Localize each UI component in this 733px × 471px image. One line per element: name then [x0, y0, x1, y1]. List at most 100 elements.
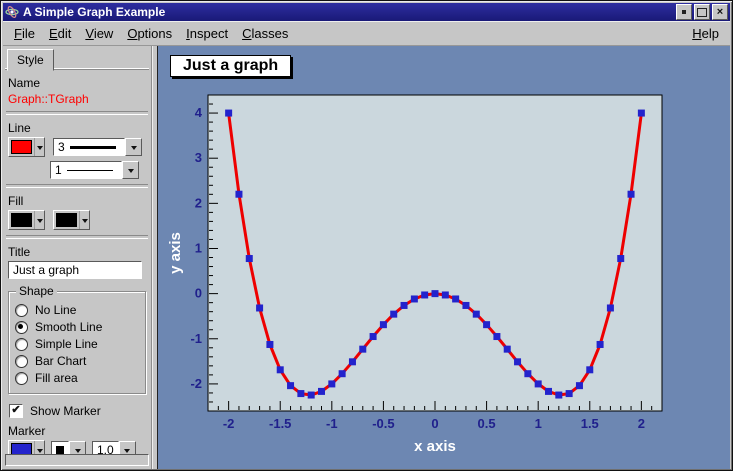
line-row: 3: [8, 137, 149, 157]
menu-classes[interactable]: Classes: [242, 25, 289, 41]
chevron-down-icon: [36, 448, 43, 456]
fill-pattern-select[interactable]: [53, 210, 90, 230]
menu-edit[interactable]: Edit: [48, 25, 72, 41]
data-marker: [245, 255, 253, 263]
y-tick-label: 4: [195, 105, 203, 120]
radio-fill-area[interactable]: Fill area: [15, 371, 141, 385]
data-marker: [338, 370, 346, 378]
radio-icon[interactable]: [15, 303, 28, 317]
graph-title-input[interactable]: [8, 261, 142, 279]
fill-pattern-arrow[interactable]: [79, 211, 89, 229]
thin-line-icon: [66, 169, 113, 171]
menu-view[interactable]: View: [85, 25, 114, 41]
tab-divider: [5, 68, 149, 70]
line-width-select[interactable]: 3: [53, 138, 142, 156]
data-marker: [586, 366, 594, 374]
thick-line-icon: [69, 145, 116, 149]
radio-no-line[interactable]: No Line: [15, 303, 141, 317]
radio-icon[interactable]: [15, 371, 28, 385]
graph-title-pave[interactable]: Just a graph: [170, 55, 292, 77]
data-marker: [359, 345, 367, 353]
data-marker: [287, 382, 295, 390]
data-marker: [318, 387, 325, 395]
radio-label: Simple Line: [35, 337, 98, 351]
radio-simple-line[interactable]: Simple Line: [15, 337, 141, 351]
panel-splitter[interactable]: [151, 46, 157, 469]
line-style-select[interactable]: 1: [50, 161, 139, 179]
data-marker: [266, 340, 274, 348]
data-marker: [617, 255, 625, 263]
line-color-select[interactable]: [8, 137, 45, 157]
maximize-button[interactable]: [694, 4, 710, 20]
plot-frame: [207, 94, 663, 412]
line-style-view: 1: [50, 161, 122, 179]
data-marker: [348, 358, 356, 366]
menu-inspect[interactable]: Inspect: [186, 25, 229, 41]
menu-file[interactable]: File: [14, 25, 35, 41]
radio-icon[interactable]: [15, 320, 28, 334]
window-title: A Simple Graph Example: [23, 5, 166, 19]
app-icon: [5, 5, 19, 19]
data-marker: [276, 366, 284, 374]
window-controls: ×: [676, 4, 728, 20]
line-color-swatch: [11, 140, 32, 154]
y-tick-label: 3: [195, 150, 202, 165]
fill-label: Fill: [8, 194, 24, 208]
line-color-arrow[interactable]: [34, 138, 44, 156]
show-marker-label: Show Marker: [30, 404, 101, 418]
data-marker: [575, 382, 583, 390]
main-content: Style Name Graph::TGraph Line 3: [3, 46, 730, 469]
y-tick-label: 0: [195, 286, 202, 301]
object-name: Graph::TGraph: [8, 92, 89, 106]
chevron-down-icon: [36, 145, 43, 153]
y-tick-label: -1: [190, 331, 202, 346]
graph-title-text: Just a graph: [183, 57, 279, 74]
data-marker: [441, 291, 449, 299]
data-marker: [225, 109, 233, 117]
line-width-view: 3: [53, 138, 125, 156]
fill-color-arrow[interactable]: [34, 211, 44, 229]
fill-color-select[interactable]: [8, 210, 45, 230]
data-marker: [524, 370, 532, 378]
x-tick-label: -1.5: [269, 416, 291, 431]
menu-help[interactable]: Help: [692, 25, 719, 41]
chevron-down-icon: [36, 218, 43, 226]
square-marker-icon: [56, 446, 64, 454]
marker-color-arrow[interactable]: [34, 441, 44, 459]
minimize-button[interactable]: [676, 4, 692, 20]
root-canvas[interactable]: -2 -1.5 -1 -0.5 0 0.5 1 1.5 2 -2 -1 0 1 2 3 4 x axis y ax…: [157, 46, 730, 469]
show-marker-checkbox[interactable]: ✔: [9, 404, 23, 418]
radio-label: Bar Chart: [35, 354, 87, 368]
title-label: Title: [8, 245, 31, 259]
data-marker: [307, 391, 315, 399]
graph-plot-svg[interactable]: -2 -1.5 -1 -0.5 0 0.5 1 1.5 2 -2 -1 0 1 2 3 4 x axis y ax…: [158, 46, 730, 469]
radio-bar-chart[interactable]: Bar Chart: [15, 354, 141, 368]
chevron-down-icon: [127, 168, 134, 176]
radio-icon[interactable]: [15, 337, 28, 351]
menu-options[interactable]: Options: [127, 25, 173, 41]
menubar: File Edit View Options Inspect Classes H…: [3, 21, 730, 46]
data-marker: [596, 340, 604, 348]
marker-size-value: 1.0: [97, 443, 114, 457]
tab-style[interactable]: Style: [7, 49, 54, 71]
line-width-dropdown[interactable]: [125, 138, 142, 156]
y-tick-label: 1: [195, 240, 202, 255]
x-tick-label: -2: [223, 416, 235, 431]
show-marker-row[interactable]: ✔ Show Marker: [9, 404, 149, 418]
titlebar[interactable]: A Simple Graph Example ×: [3, 3, 730, 21]
close-button[interactable]: ×: [712, 4, 728, 20]
line-style-dropdown[interactable]: [122, 161, 139, 179]
data-marker: [390, 310, 398, 318]
y-tick-label: 2: [195, 195, 202, 210]
chevron-down-icon: [81, 218, 88, 226]
y-tick-label: -2: [190, 376, 202, 391]
data-marker: [606, 304, 614, 312]
line-style-value: 1: [55, 163, 62, 177]
radio-icon[interactable]: [15, 354, 28, 368]
data-marker: [483, 321, 491, 329]
radio-smooth-line[interactable]: Smooth Line: [15, 320, 141, 334]
chevron-down-icon: [124, 448, 131, 456]
radio-label: Smooth Line: [35, 320, 103, 334]
data-marker: [256, 304, 264, 312]
